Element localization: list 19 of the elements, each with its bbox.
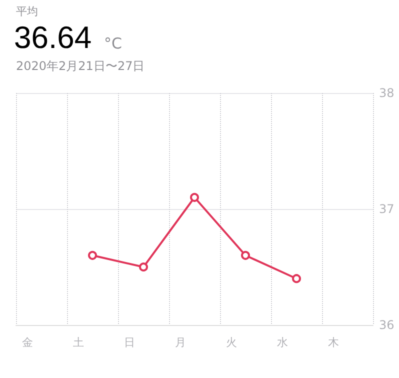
x-tick-label: 金 <box>22 336 33 349</box>
text: °C <box>104 34 122 52</box>
x-tick-label: 水 <box>277 336 288 349</box>
x-tick-label: 火 <box>226 336 237 349</box>
x-tick-label: 日 <box>124 336 135 349</box>
chart-title: 平均 <box>16 5 38 18</box>
point <box>88 250 97 260</box>
y-tick-label: 37 <box>379 202 394 216</box>
point <box>241 250 250 260</box>
y-tick-label: 38 <box>379 86 394 100</box>
x-tick-label: 月 <box>175 336 186 349</box>
y-tick-label: 36 <box>379 318 394 332</box>
chart-subtitle: 2020年2月21日〜27日 <box>16 59 145 73</box>
x-tick-label: 木 <box>328 336 339 349</box>
x-tick-label: 土 <box>73 336 84 349</box>
point <box>292 274 301 284</box>
point <box>190 192 199 202</box>
text: 36.64 <box>14 20 92 55</box>
point <box>139 262 148 272</box>
